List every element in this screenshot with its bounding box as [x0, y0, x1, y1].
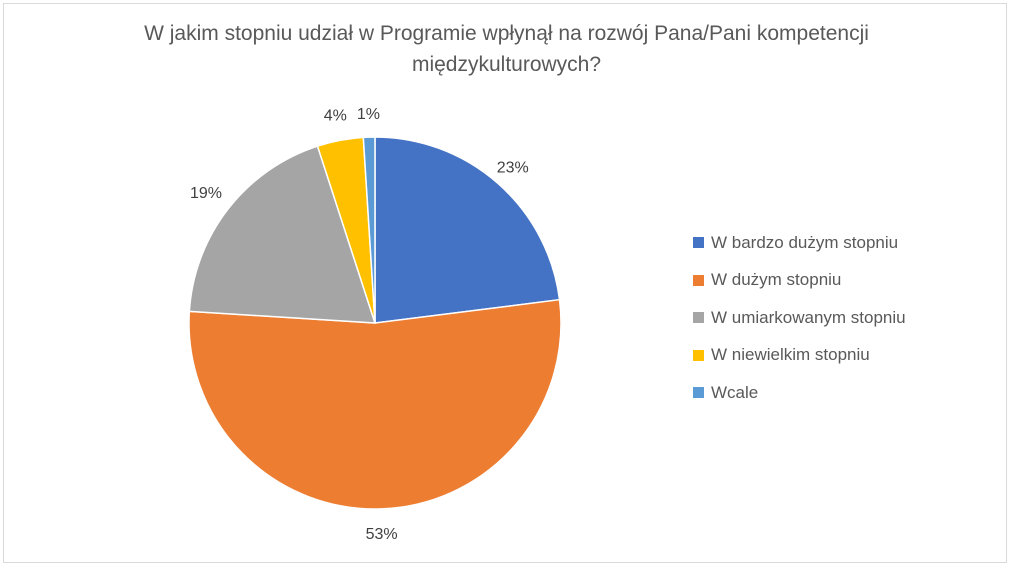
chart-title-line-1: W jakim stopniu udział w Programie wpłyn…	[144, 22, 869, 45]
legend-item-5: Wcale	[693, 374, 906, 412]
legend-label-2: W dużym stopniu	[711, 270, 842, 290]
data-label-1: 23%	[497, 160, 529, 177]
pie-slice-3	[188, 145, 377, 324]
legend-swatch-2	[693, 274, 704, 286]
legend-item-1: W bardzo dużym stopniu	[693, 224, 906, 262]
data-label-2: 53%	[366, 526, 398, 543]
chart-title: W jakim stopniu udział w Programie wpłyn…	[0, 18, 1013, 80]
legend-item-4: W niewielkim stopniu	[693, 337, 906, 375]
legend-label-1: W bardzo dużym stopniu	[711, 232, 899, 252]
legend-swatch-4	[693, 349, 704, 361]
legend: W bardzo dużym stopniu W dużym stopniu W u…	[693, 224, 906, 412]
legend-item-3: W umiarkowanym stopniu	[693, 299, 906, 337]
legend-swatch-1	[693, 237, 704, 249]
legend-swatch-3	[693, 312, 704, 324]
pie-slice-5	[362, 136, 376, 324]
legend-item-2: W dużym stopniu	[693, 262, 906, 300]
legend-label-4: W niewielkim stopniu	[711, 345, 870, 365]
legend-label-3: W umiarkowanym stopniu	[711, 307, 906, 327]
data-label-5: 1%	[357, 106, 380, 123]
data-label-3: 19%	[190, 185, 222, 202]
legend-swatch-5	[693, 387, 704, 399]
pie-slice-1	[374, 136, 561, 324]
pie-slice-2	[188, 298, 562, 510]
data-label-4: 4%	[324, 108, 347, 125]
chart-title-line-2: międzykulturowych?	[411, 53, 602, 76]
legend-label-5: Wcale	[711, 382, 759, 402]
